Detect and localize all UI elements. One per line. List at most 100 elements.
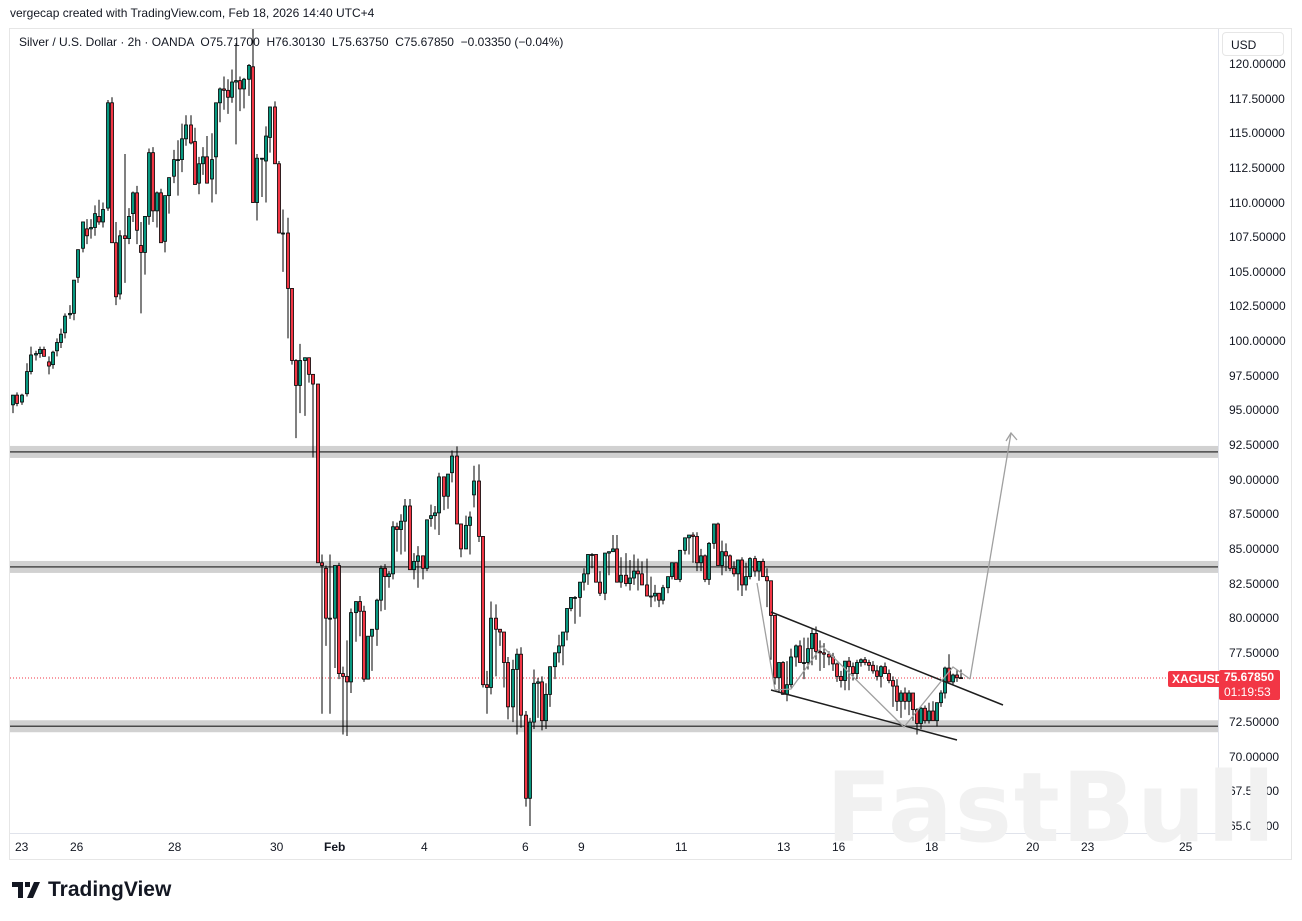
candle-down — [286, 232, 290, 289]
price-tick-label: 112.50000 — [1229, 160, 1285, 175]
candle-up — [511, 669, 515, 708]
candle-up — [590, 554, 594, 556]
candle-up — [391, 526, 395, 575]
candle-down — [114, 242, 118, 298]
price-chart-canvas[interactable] — [10, 29, 1218, 833]
legend-change: −0.03350 (−0.04%) — [460, 35, 564, 49]
time-tick-label: 16 — [832, 840, 846, 854]
candle-down — [903, 692, 907, 702]
candle-up — [464, 524, 468, 550]
candle-down — [341, 673, 345, 677]
candle-up — [234, 80, 238, 83]
candle-up — [379, 567, 383, 601]
candle-down — [887, 673, 891, 681]
candle-up — [403, 505, 407, 522]
candle-up — [744, 576, 748, 586]
time-axis[interactable]: 23 26 28 30 Feb 4 6 9 11 13 16 18 20 23 25 — [10, 833, 1218, 860]
target-arrow — [969, 432, 1012, 680]
candle-down — [728, 555, 732, 569]
candle-up — [843, 660, 847, 681]
candle-down — [814, 633, 818, 652]
candle-up — [935, 702, 939, 722]
time-tick-label: 26 — [70, 840, 84, 854]
candle-down — [442, 476, 446, 497]
price-tick-label: 72.50000 — [1229, 715, 1280, 730]
candle-up — [106, 102, 110, 209]
candle-up — [450, 455, 454, 474]
candle-up — [76, 249, 80, 278]
candle-up — [375, 599, 379, 630]
candle-up — [806, 648, 810, 663]
candle-down — [674, 562, 678, 580]
time-tick-label: 13 — [777, 840, 791, 854]
candle-up — [927, 710, 931, 722]
candle-up — [167, 177, 171, 197]
candle-down — [835, 663, 839, 677]
price-tick-label: 65.00000 — [1229, 819, 1280, 833]
candle-up — [578, 581, 582, 598]
time-tick-label: 9 — [578, 840, 585, 854]
candle-up — [218, 88, 222, 104]
candle-up — [433, 512, 437, 517]
candle-up — [678, 549, 682, 580]
candle-up — [180, 138, 184, 160]
price-axis[interactable]: 120.00000 117.50000 115.00000 112.50000 110.… — [1218, 29, 1292, 833]
price-tick-label: 105.00000 — [1229, 264, 1286, 279]
candle-up — [328, 617, 332, 620]
price-tick-label: 80.00000 — [1229, 611, 1280, 626]
candle-down — [226, 89, 230, 98]
tradingview-logo[interactable]: TradingView — [12, 878, 171, 902]
candle-down — [947, 667, 951, 683]
candle-up — [653, 592, 657, 597]
candle-down — [895, 685, 899, 702]
candle-down — [481, 536, 485, 686]
candle-up — [242, 78, 246, 90]
candle-down — [358, 601, 362, 612]
candle-up — [101, 209, 105, 223]
candle-down — [761, 560, 765, 578]
candle-down — [42, 349, 46, 357]
symbol-title[interactable]: Silver / U.S. Dollar · 2h · OANDA — [19, 35, 194, 49]
candle-up — [429, 515, 433, 519]
candle-up — [607, 551, 611, 554]
currency-button[interactable]: USD — [1222, 32, 1284, 56]
tradingview-logo-text: TradingView — [48, 878, 172, 901]
candle-up — [201, 156, 205, 165]
candle-down — [251, 66, 255, 203]
legend-open: O75.71700 — [200, 35, 260, 49]
candle-down — [915, 709, 919, 724]
candle-up — [619, 574, 623, 583]
candle-up — [298, 360, 302, 386]
ohlc-legend: Silver / U.S. Dollar · 2h · OANDA O75.71… — [19, 35, 563, 49]
candle-up — [553, 652, 557, 668]
price-tick-label: 115.00000 — [1229, 126, 1285, 141]
candle-up — [51, 351, 55, 366]
candle-up — [557, 645, 561, 654]
candle-down — [498, 628, 502, 633]
time-tick-label: 4 — [421, 840, 428, 854]
tradingview-logo-icon — [12, 882, 40, 898]
candle-down — [85, 228, 89, 237]
legend-high: H76.30130 — [266, 35, 326, 49]
candle-down — [238, 80, 242, 90]
candle-down — [624, 574, 628, 584]
candle-up — [544, 693, 548, 722]
candle-down — [455, 455, 459, 525]
candle-down — [477, 480, 481, 537]
candle-up — [163, 195, 167, 242]
candle-up — [569, 597, 573, 609]
candle-up — [416, 555, 420, 562]
candle-up — [879, 666, 883, 677]
legend-low: L75.63750 — [331, 35, 389, 49]
candle-up — [197, 163, 201, 184]
candle-down — [867, 662, 871, 666]
candle-up — [736, 559, 740, 575]
candle-up — [489, 617, 493, 688]
price-tick-label: 117.50000 — [1229, 91, 1285, 106]
candle-up — [38, 349, 42, 354]
candle-down — [716, 523, 720, 566]
candle-up — [303, 357, 307, 361]
candle-up — [586, 554, 590, 575]
candle-down — [691, 534, 695, 537]
candle-up — [210, 159, 214, 180]
